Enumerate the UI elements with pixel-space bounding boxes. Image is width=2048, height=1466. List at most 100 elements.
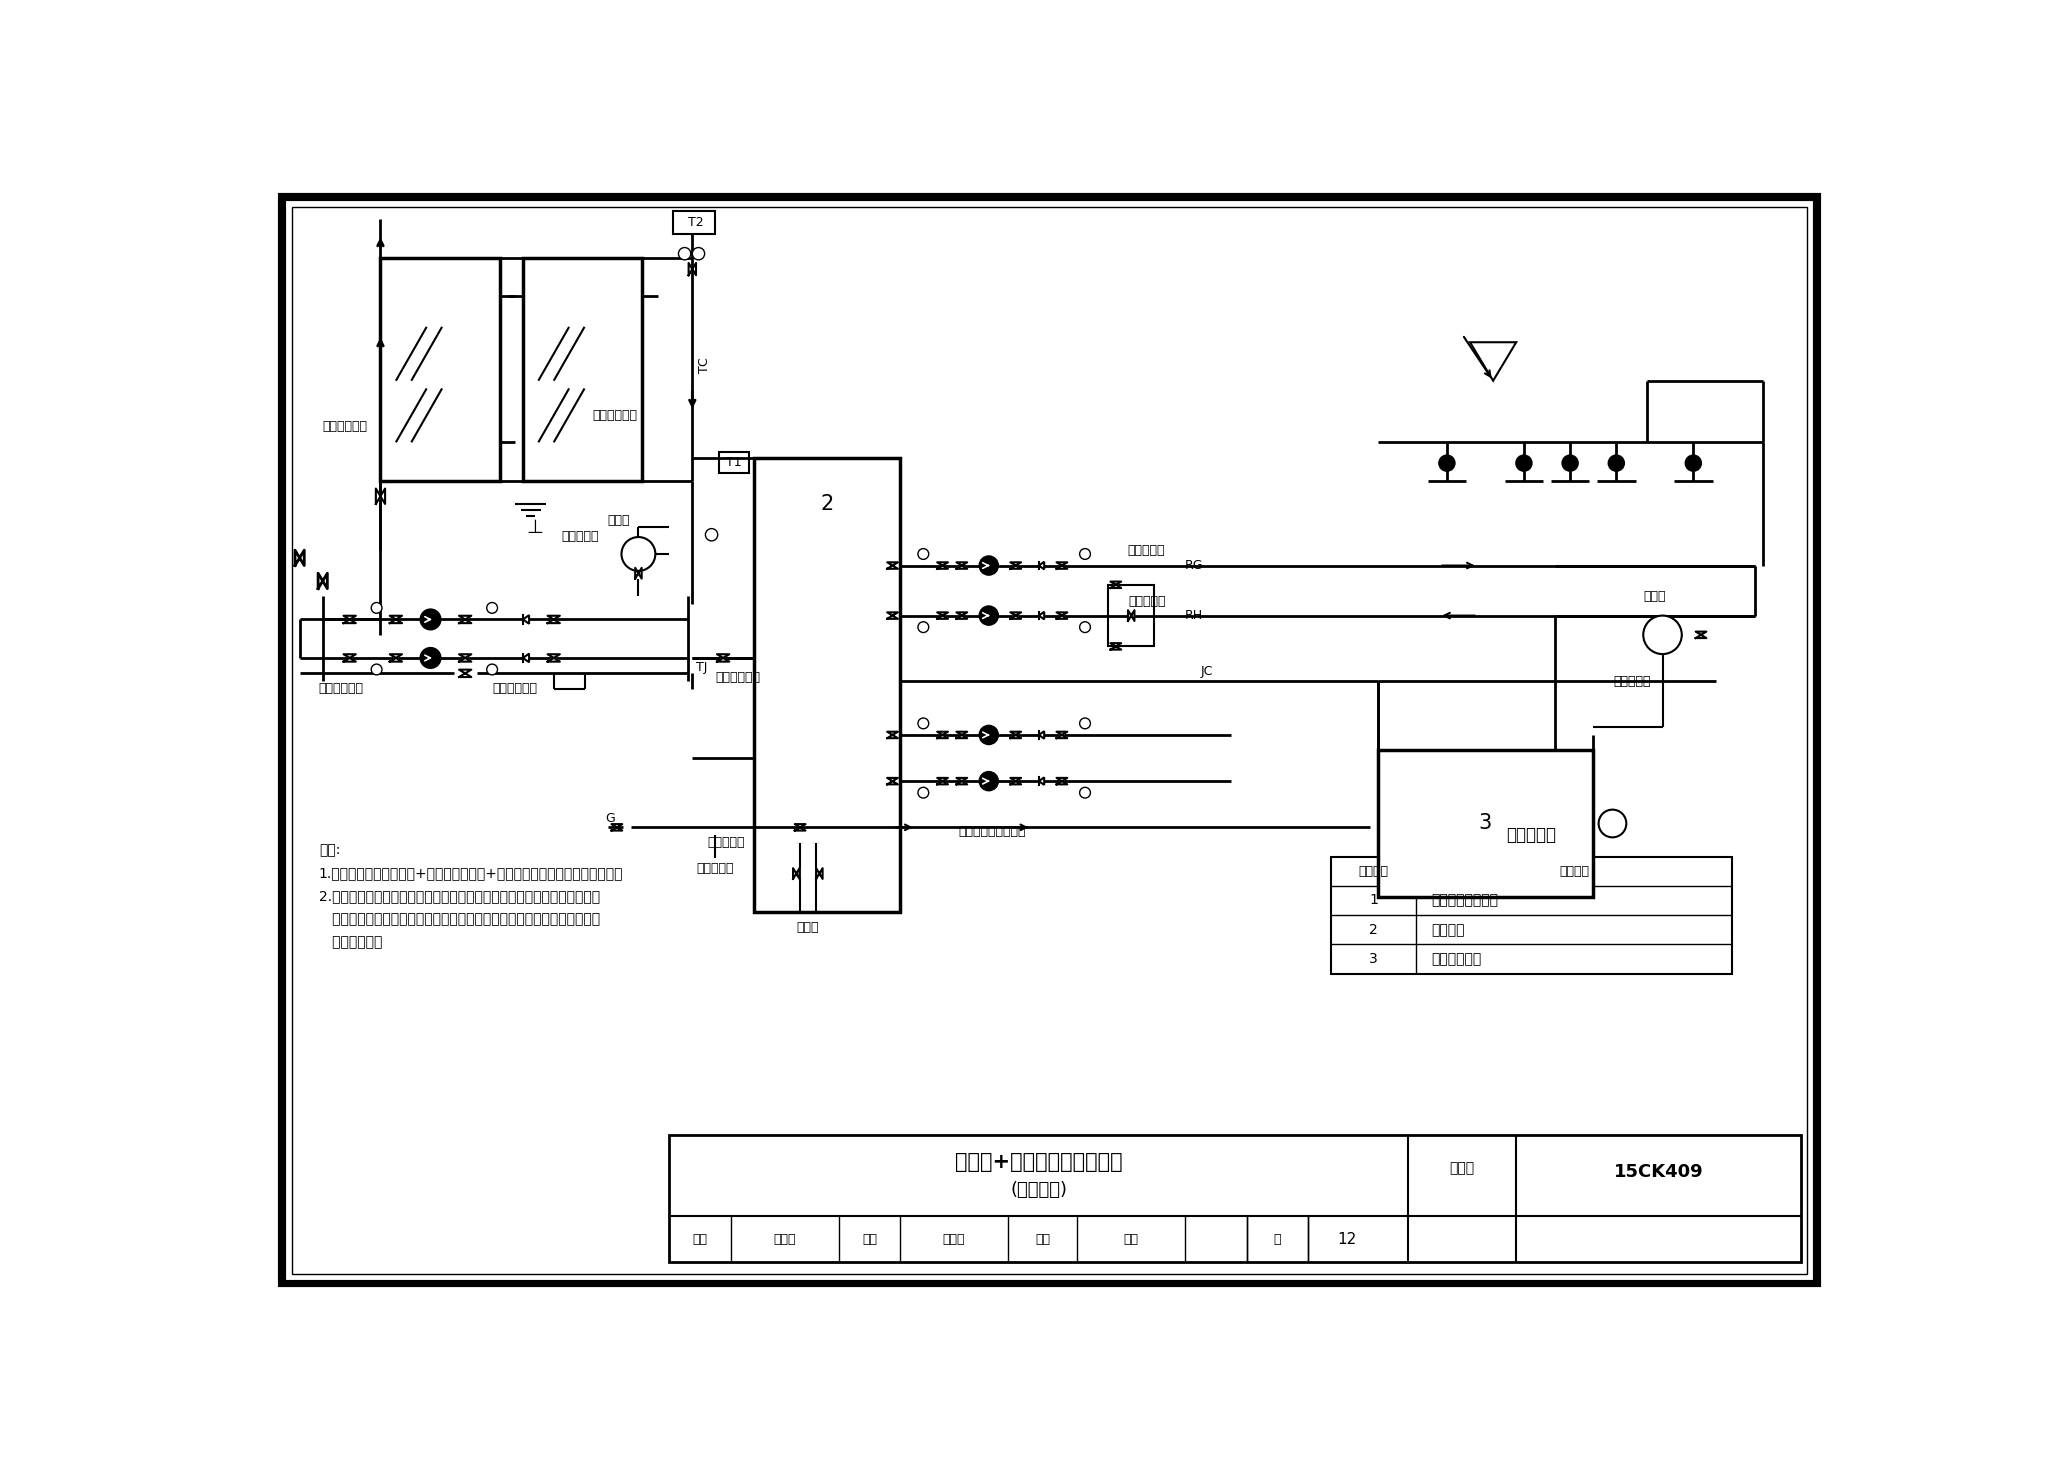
Circle shape	[1608, 456, 1624, 471]
Polygon shape	[956, 778, 967, 784]
Polygon shape	[1110, 582, 1120, 588]
Text: 1: 1	[1370, 893, 1378, 907]
Text: 排至安全处: 排至安全处	[696, 862, 733, 875]
Polygon shape	[389, 616, 401, 623]
Polygon shape	[1696, 632, 1706, 638]
Text: 主要设备表: 主要设备表	[1507, 825, 1556, 844]
Text: 审核: 审核	[692, 1233, 707, 1246]
Text: 王柱小: 王柱小	[942, 1233, 965, 1246]
Text: 3: 3	[1479, 814, 1493, 834]
Circle shape	[1686, 456, 1702, 471]
Text: 管。在防冻要求不严格的地区使用，太阳能集热器加热方式推荐采用直接: 管。在防冻要求不严格的地区使用，太阳能集热器加热方式推荐采用直接	[319, 912, 600, 927]
Text: 储热水箱: 储热水箱	[1432, 922, 1464, 937]
Text: 李红: 李红	[1124, 1233, 1139, 1246]
Polygon shape	[956, 563, 967, 569]
Polygon shape	[1057, 778, 1067, 784]
Polygon shape	[1038, 777, 1044, 784]
Polygon shape	[1010, 732, 1022, 739]
Text: 膨胀罐: 膨胀罐	[608, 515, 631, 528]
Polygon shape	[938, 563, 948, 569]
Text: T1: T1	[727, 456, 741, 469]
Bar	[1108, 585, 1155, 647]
Polygon shape	[795, 824, 805, 831]
Polygon shape	[817, 868, 823, 880]
Text: 页: 页	[1274, 1233, 1282, 1246]
Circle shape	[1079, 718, 1090, 729]
Polygon shape	[938, 732, 948, 739]
Polygon shape	[459, 654, 471, 661]
Circle shape	[1079, 787, 1090, 798]
Polygon shape	[956, 613, 967, 619]
Polygon shape	[547, 616, 559, 623]
Text: 排污管: 排污管	[797, 921, 819, 934]
Text: 太阳能进水管: 太阳能进水管	[324, 421, 369, 434]
Text: 2: 2	[1370, 922, 1378, 937]
Polygon shape	[956, 732, 967, 739]
Circle shape	[918, 787, 928, 798]
Text: 式系统方案。: 式系统方案。	[319, 935, 383, 949]
Polygon shape	[522, 616, 528, 623]
Polygon shape	[1038, 611, 1044, 619]
Bar	[381, 258, 500, 481]
Polygon shape	[295, 550, 305, 566]
Text: 2: 2	[821, 494, 834, 515]
Polygon shape	[522, 654, 528, 663]
Text: 15CK409: 15CK409	[1614, 1163, 1704, 1182]
Circle shape	[1563, 456, 1577, 471]
Circle shape	[918, 718, 928, 729]
Polygon shape	[344, 654, 356, 661]
Bar	[522, 258, 643, 481]
Polygon shape	[1057, 732, 1067, 739]
Text: 校对: 校对	[862, 1233, 877, 1246]
Text: 工质灌注总管: 工质灌注总管	[492, 682, 537, 695]
Text: 太阳能出水管: 太阳能出水管	[592, 409, 637, 422]
Circle shape	[1079, 622, 1090, 632]
Circle shape	[1079, 548, 1090, 560]
Text: (卫浴功能): (卫浴功能)	[1010, 1180, 1067, 1199]
Circle shape	[918, 622, 928, 632]
Polygon shape	[1128, 610, 1135, 622]
Circle shape	[979, 556, 997, 575]
Text: 燃气热水机组进水管: 燃气热水机组进水管	[958, 825, 1026, 837]
Bar	[1331, 856, 1733, 973]
Polygon shape	[688, 262, 696, 276]
Text: 生活给水管: 生活给水管	[709, 836, 745, 849]
Circle shape	[487, 664, 498, 674]
Text: ⊥: ⊥	[526, 517, 543, 537]
Text: RH: RH	[1186, 608, 1204, 622]
Circle shape	[1516, 456, 1532, 471]
Polygon shape	[459, 616, 471, 623]
Polygon shape	[938, 613, 948, 619]
Text: RG: RG	[1186, 559, 1204, 572]
Bar	[674, 211, 715, 235]
Circle shape	[918, 548, 928, 560]
Circle shape	[487, 603, 498, 613]
Text: 2.太阳能集热器和燃气热水机组均采用间接系统方案，储热水箱内置换热盘: 2.太阳能集热器和燃气热水机组均采用间接系统方案，储热水箱内置换热盘	[319, 888, 600, 903]
Text: 图集号: 图集号	[1450, 1161, 1475, 1176]
Polygon shape	[887, 778, 897, 784]
Text: 设备编号: 设备编号	[1358, 865, 1389, 878]
Text: 设计: 设计	[1034, 1233, 1051, 1246]
Polygon shape	[938, 778, 948, 784]
Polygon shape	[887, 563, 897, 569]
Text: 1.本系统为太阳能集热器+双盘管储热水箱+燃气热水机组系统提供生活热水。: 1.本系统为太阳能集热器+双盘管储热水箱+燃气热水机组系统提供生活热水。	[319, 866, 623, 880]
Text: G: G	[604, 812, 614, 824]
Polygon shape	[1110, 644, 1120, 649]
Polygon shape	[1038, 732, 1044, 739]
Text: 热水回水管: 热水回水管	[1128, 595, 1165, 608]
Circle shape	[420, 648, 440, 668]
Polygon shape	[1010, 778, 1022, 784]
Circle shape	[1642, 616, 1681, 654]
Polygon shape	[459, 670, 471, 677]
Polygon shape	[887, 613, 897, 619]
Text: 太阳能平板集热器: 太阳能平板集热器	[1432, 893, 1499, 907]
Text: 膨胀罐: 膨胀罐	[1645, 589, 1667, 603]
Polygon shape	[1010, 563, 1022, 569]
Circle shape	[979, 773, 997, 790]
Polygon shape	[317, 573, 328, 589]
Polygon shape	[717, 654, 729, 661]
Circle shape	[621, 537, 655, 570]
Circle shape	[1599, 809, 1626, 837]
Bar	[1378, 751, 1593, 897]
Text: 12: 12	[1337, 1231, 1356, 1246]
